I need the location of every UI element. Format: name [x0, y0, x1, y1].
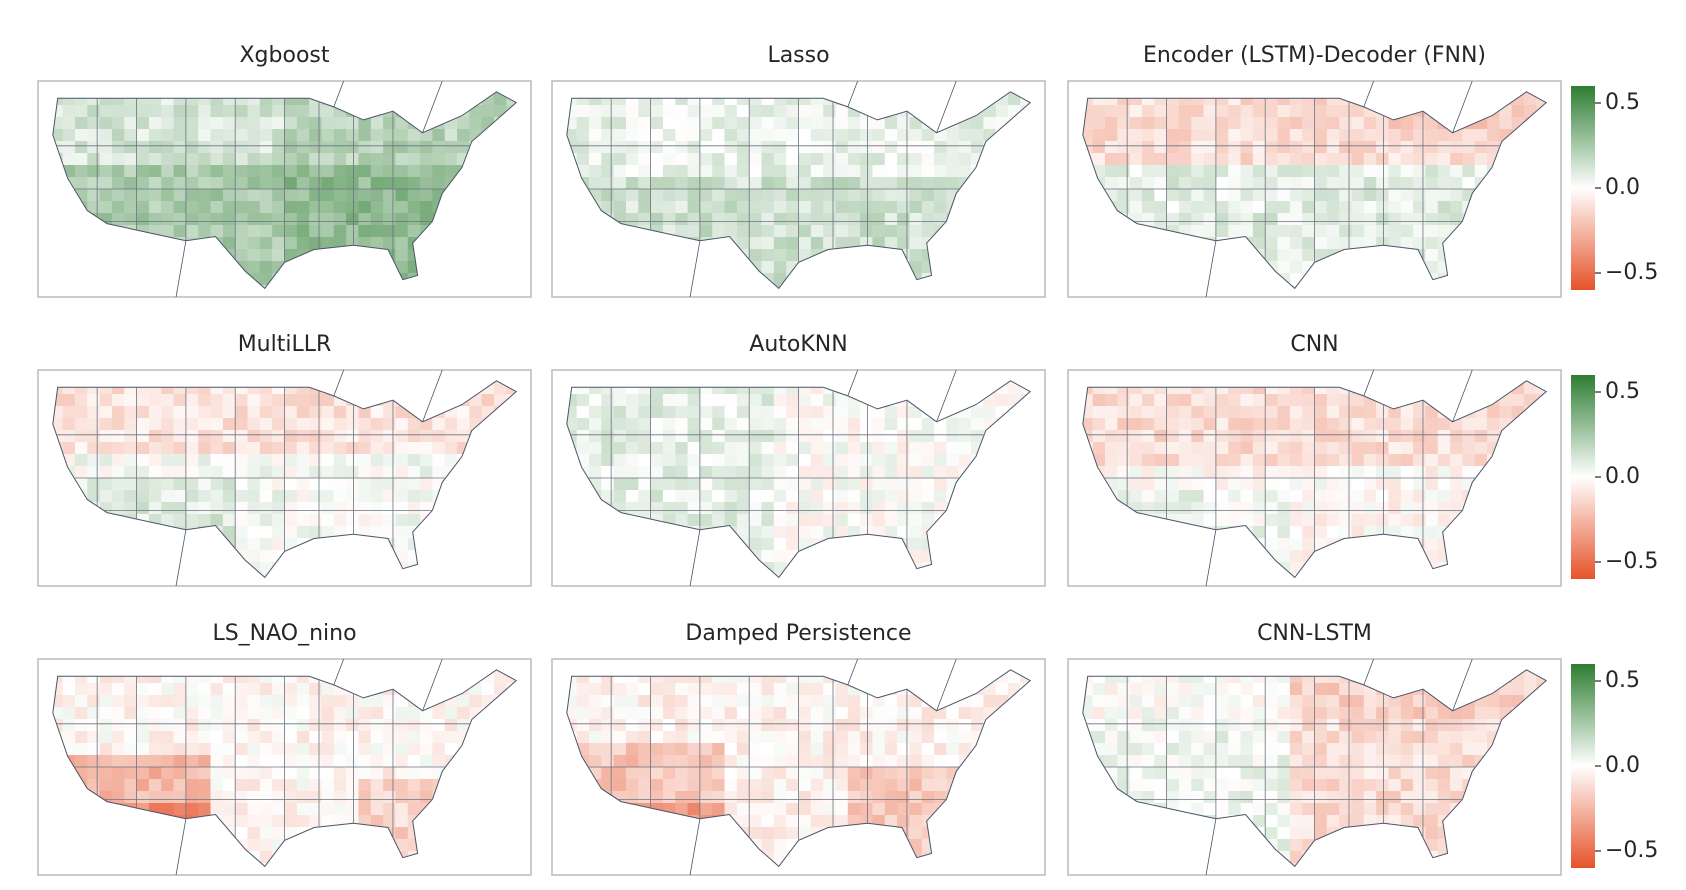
country-outline: [1082, 91, 1548, 290]
neighbor-borders: [689, 80, 957, 298]
country-outline: [52, 669, 518, 868]
neighbor-borders: [1205, 369, 1473, 587]
country-outline: [566, 91, 1032, 290]
map-panel: [551, 80, 1046, 298]
map-panel: [551, 369, 1046, 587]
country-outline: [52, 91, 518, 290]
colorbar-tick-label: 0.5: [1605, 379, 1640, 404]
panel-title: LS_NAO_nino: [212, 621, 356, 646]
neighbor-borders: [689, 369, 957, 587]
panel-title: Xgboost: [239, 43, 329, 68]
panel-title: CNN-LSTM: [1257, 621, 1372, 646]
map-panel: [37, 658, 532, 876]
neighbor-borders: [175, 80, 443, 298]
colorbar-tick-label: 0.5: [1605, 90, 1640, 115]
country-outline: [566, 669, 1032, 868]
colorbar-gradient: [1571, 664, 1595, 868]
colorbar-tick-label: 0.5: [1605, 668, 1640, 693]
map-panel: [37, 80, 532, 298]
state-lines: [1082, 91, 1547, 289]
panel-title: AutoKNN: [749, 332, 847, 357]
neighbor-borders: [1205, 658, 1473, 876]
colorbar-tick-label: 0.0: [1605, 464, 1640, 489]
colorbar-tick-label: 0.0: [1605, 175, 1640, 200]
country-outline: [1082, 669, 1548, 868]
neighbor-borders: [1205, 80, 1473, 298]
country-outline: [1082, 380, 1548, 579]
country-outline: [566, 380, 1032, 579]
colorbar-tick-label: −0.5: [1605, 838, 1658, 863]
panel-title: Damped Persistence: [685, 621, 911, 646]
neighbor-borders: [175, 658, 443, 876]
colorbar-gradient: [1571, 86, 1595, 290]
colorbar-gradient: [1571, 375, 1595, 579]
panel-title: MultiLLR: [238, 332, 332, 357]
neighbor-borders: [689, 658, 957, 876]
colorbar-tick-label: 0.0: [1605, 753, 1640, 778]
map-panel: [551, 658, 1046, 876]
map-panel: [1067, 369, 1562, 587]
colorbar: 0.5 0.0 −0.5: [1571, 664, 1658, 868]
map-panel: [1067, 658, 1562, 876]
map-panel: [1067, 80, 1562, 298]
panel-title: Encoder (LSTM)-Decoder (FNN): [1143, 43, 1486, 68]
colorbar: 0.5 0.0 −0.5: [1571, 86, 1658, 290]
colorbar-tick-label: −0.5: [1605, 549, 1658, 574]
country-outline: [52, 380, 518, 579]
map-panel: [37, 369, 532, 587]
panel-title: Lasso: [767, 43, 829, 68]
colorbar-tick-label: −0.5: [1605, 260, 1658, 285]
panel-title: CNN: [1290, 332, 1338, 357]
neighbor-borders: [175, 369, 443, 587]
colorbar: 0.5 0.0 −0.5: [1571, 375, 1658, 579]
